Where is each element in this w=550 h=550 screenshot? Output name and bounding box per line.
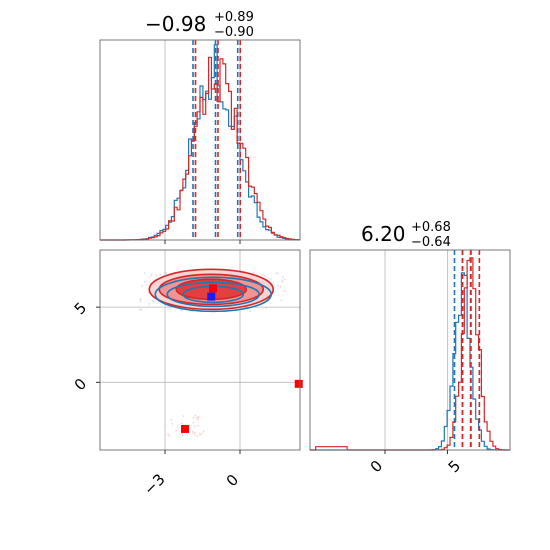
joint-xtick-label: −3 (140, 470, 168, 498)
median-marker-red (209, 284, 217, 293)
sample-point (192, 432, 194, 434)
sample-point (263, 275, 266, 277)
sample-point (165, 272, 168, 274)
sample-point (280, 299, 283, 302)
sample-point (194, 433, 196, 436)
panel-frame (99, 249, 301, 451)
marginal-histogram-y (309, 249, 511, 454)
right-xtick-label: 0 (367, 457, 386, 476)
sample-point (277, 272, 279, 275)
sample-point (170, 418, 173, 421)
sample-point (281, 280, 284, 283)
sample-point (171, 422, 174, 425)
joint-contour-panel (96, 249, 303, 454)
sample-point (249, 310, 251, 313)
sample-point (180, 309, 183, 312)
sample-point (191, 430, 194, 433)
sample-point (151, 299, 154, 302)
sample-point (202, 430, 205, 432)
sample-point (159, 273, 162, 276)
sample-point (281, 279, 284, 282)
top-title-value: −0.98 (145, 12, 206, 36)
sample-point (150, 273, 153, 276)
sample-point (148, 303, 151, 305)
sample-point (196, 417, 198, 419)
sample-point (139, 308, 141, 311)
sample-point (201, 432, 204, 435)
marginal-histogram-x (99, 39, 301, 244)
sample-point (167, 433, 170, 436)
right-title-upper: +0.68 (411, 220, 451, 235)
median-marker-red (181, 424, 189, 433)
sample-point (197, 424, 199, 427)
sample-point (196, 435, 199, 438)
sample-point (275, 272, 278, 275)
median-marker-blue (207, 292, 216, 301)
right-title-lower: −0.64 (411, 235, 451, 250)
sample-point (194, 431, 196, 434)
sample-point (143, 272, 146, 275)
top-title-upper: +0.89 (214, 10, 254, 25)
sample-point (281, 275, 284, 278)
right-title-value: 6.20 (361, 222, 406, 246)
sample-point (155, 274, 158, 277)
sample-point (180, 422, 183, 424)
joint-ytick-label: 5 (71, 299, 90, 318)
panel-frame (309, 249, 511, 451)
sample-point (194, 414, 197, 417)
sample-point (140, 298, 142, 301)
sample-point (141, 285, 144, 287)
right-xtick-label: 5 (445, 457, 464, 476)
sample-point (279, 285, 282, 288)
sample-point (197, 418, 199, 421)
sample-point (168, 435, 171, 438)
sample-point (145, 283, 148, 286)
sample-point (193, 425, 196, 428)
histogram-series-red (100, 56, 300, 241)
top-title-lower: −0.90 (214, 25, 254, 40)
sample-point (175, 429, 178, 432)
sample-point (252, 272, 255, 274)
sample-point (182, 415, 185, 417)
sample-point (283, 278, 286, 281)
panel-frame (99, 39, 301, 241)
joint-xtick-label: 0 (223, 471, 242, 490)
sample-point (139, 300, 141, 303)
sample-point (192, 416, 195, 419)
sample-point (269, 278, 272, 280)
sample-point (149, 275, 152, 278)
sample-point (199, 433, 201, 436)
sample-point (181, 432, 184, 435)
contour-level-blue (166, 281, 261, 308)
sample-point (164, 425, 167, 427)
sample-point (277, 285, 280, 287)
sample-point (261, 274, 264, 277)
sample-point (265, 307, 268, 309)
contour-level-blue (154, 276, 273, 313)
sample-point (143, 280, 146, 283)
sample-point (284, 289, 286, 292)
median-marker-red (294, 379, 303, 388)
sample-point (192, 421, 195, 424)
joint-ytick-label: 0 (71, 375, 90, 394)
histogram-series-blue (100, 44, 300, 241)
